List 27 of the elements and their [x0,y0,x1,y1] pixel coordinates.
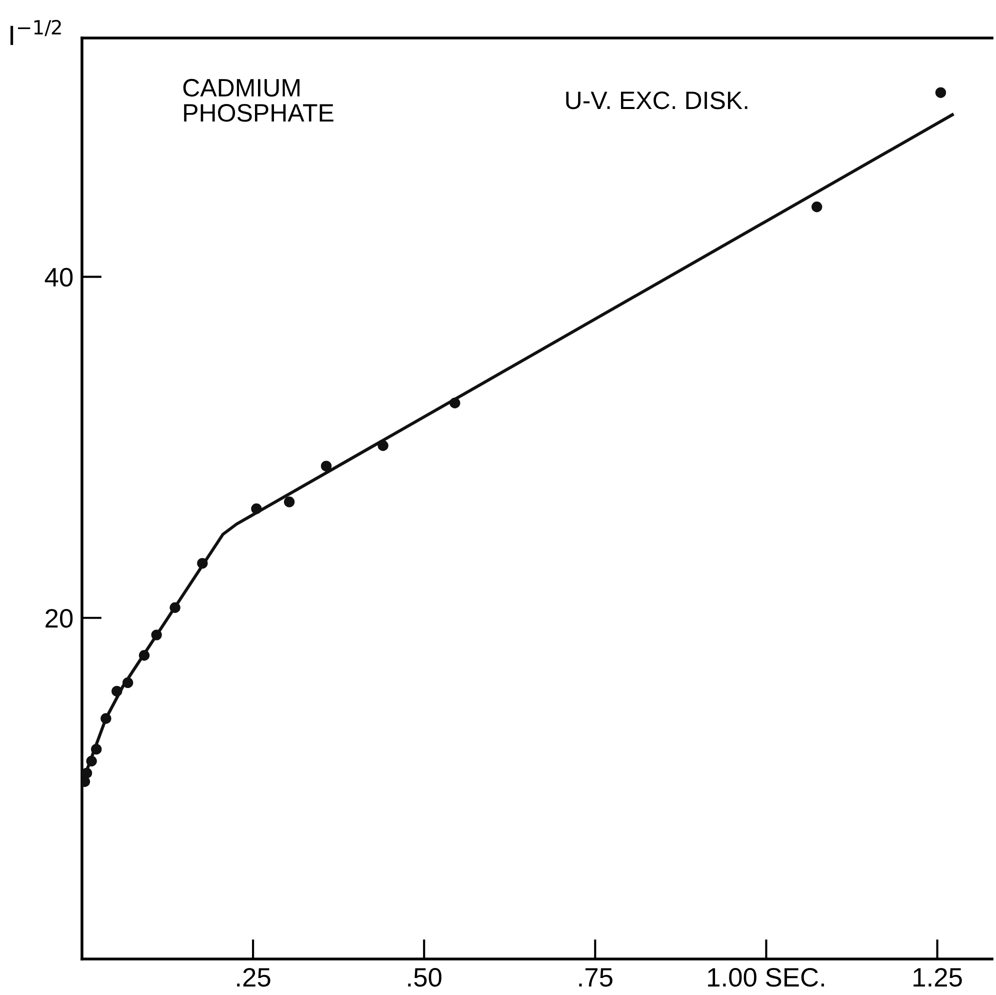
point [151,630,162,640]
x-tick-label: .50 [408,968,442,987]
annotation: CADMIUM PHOSPHATE [183,78,334,122]
point [197,558,208,569]
point [284,496,295,508]
point [811,202,822,212]
point [100,713,112,724]
y-tick-label: 40 [44,268,73,287]
point [82,768,92,778]
point [320,460,332,472]
x-tick-label: .25 [237,968,270,987]
x-tick-label: 1.25 [914,968,962,987]
point [935,87,946,98]
x-tick-label: .75 [579,968,612,987]
point [138,650,150,661]
point [450,398,460,408]
point [112,686,122,697]
point [86,756,97,766]
point [90,744,102,755]
point [251,503,262,514]
y-axis-title: I$^{−1/2}$ [10,20,61,45]
annotation: U-V. EXC. DISK. [566,91,748,110]
y-tick-label: 20 [46,609,73,628]
point [170,602,180,613]
x-tick-label: 1.00 SEC. [708,968,824,987]
point [378,440,388,451]
point [122,677,134,688]
